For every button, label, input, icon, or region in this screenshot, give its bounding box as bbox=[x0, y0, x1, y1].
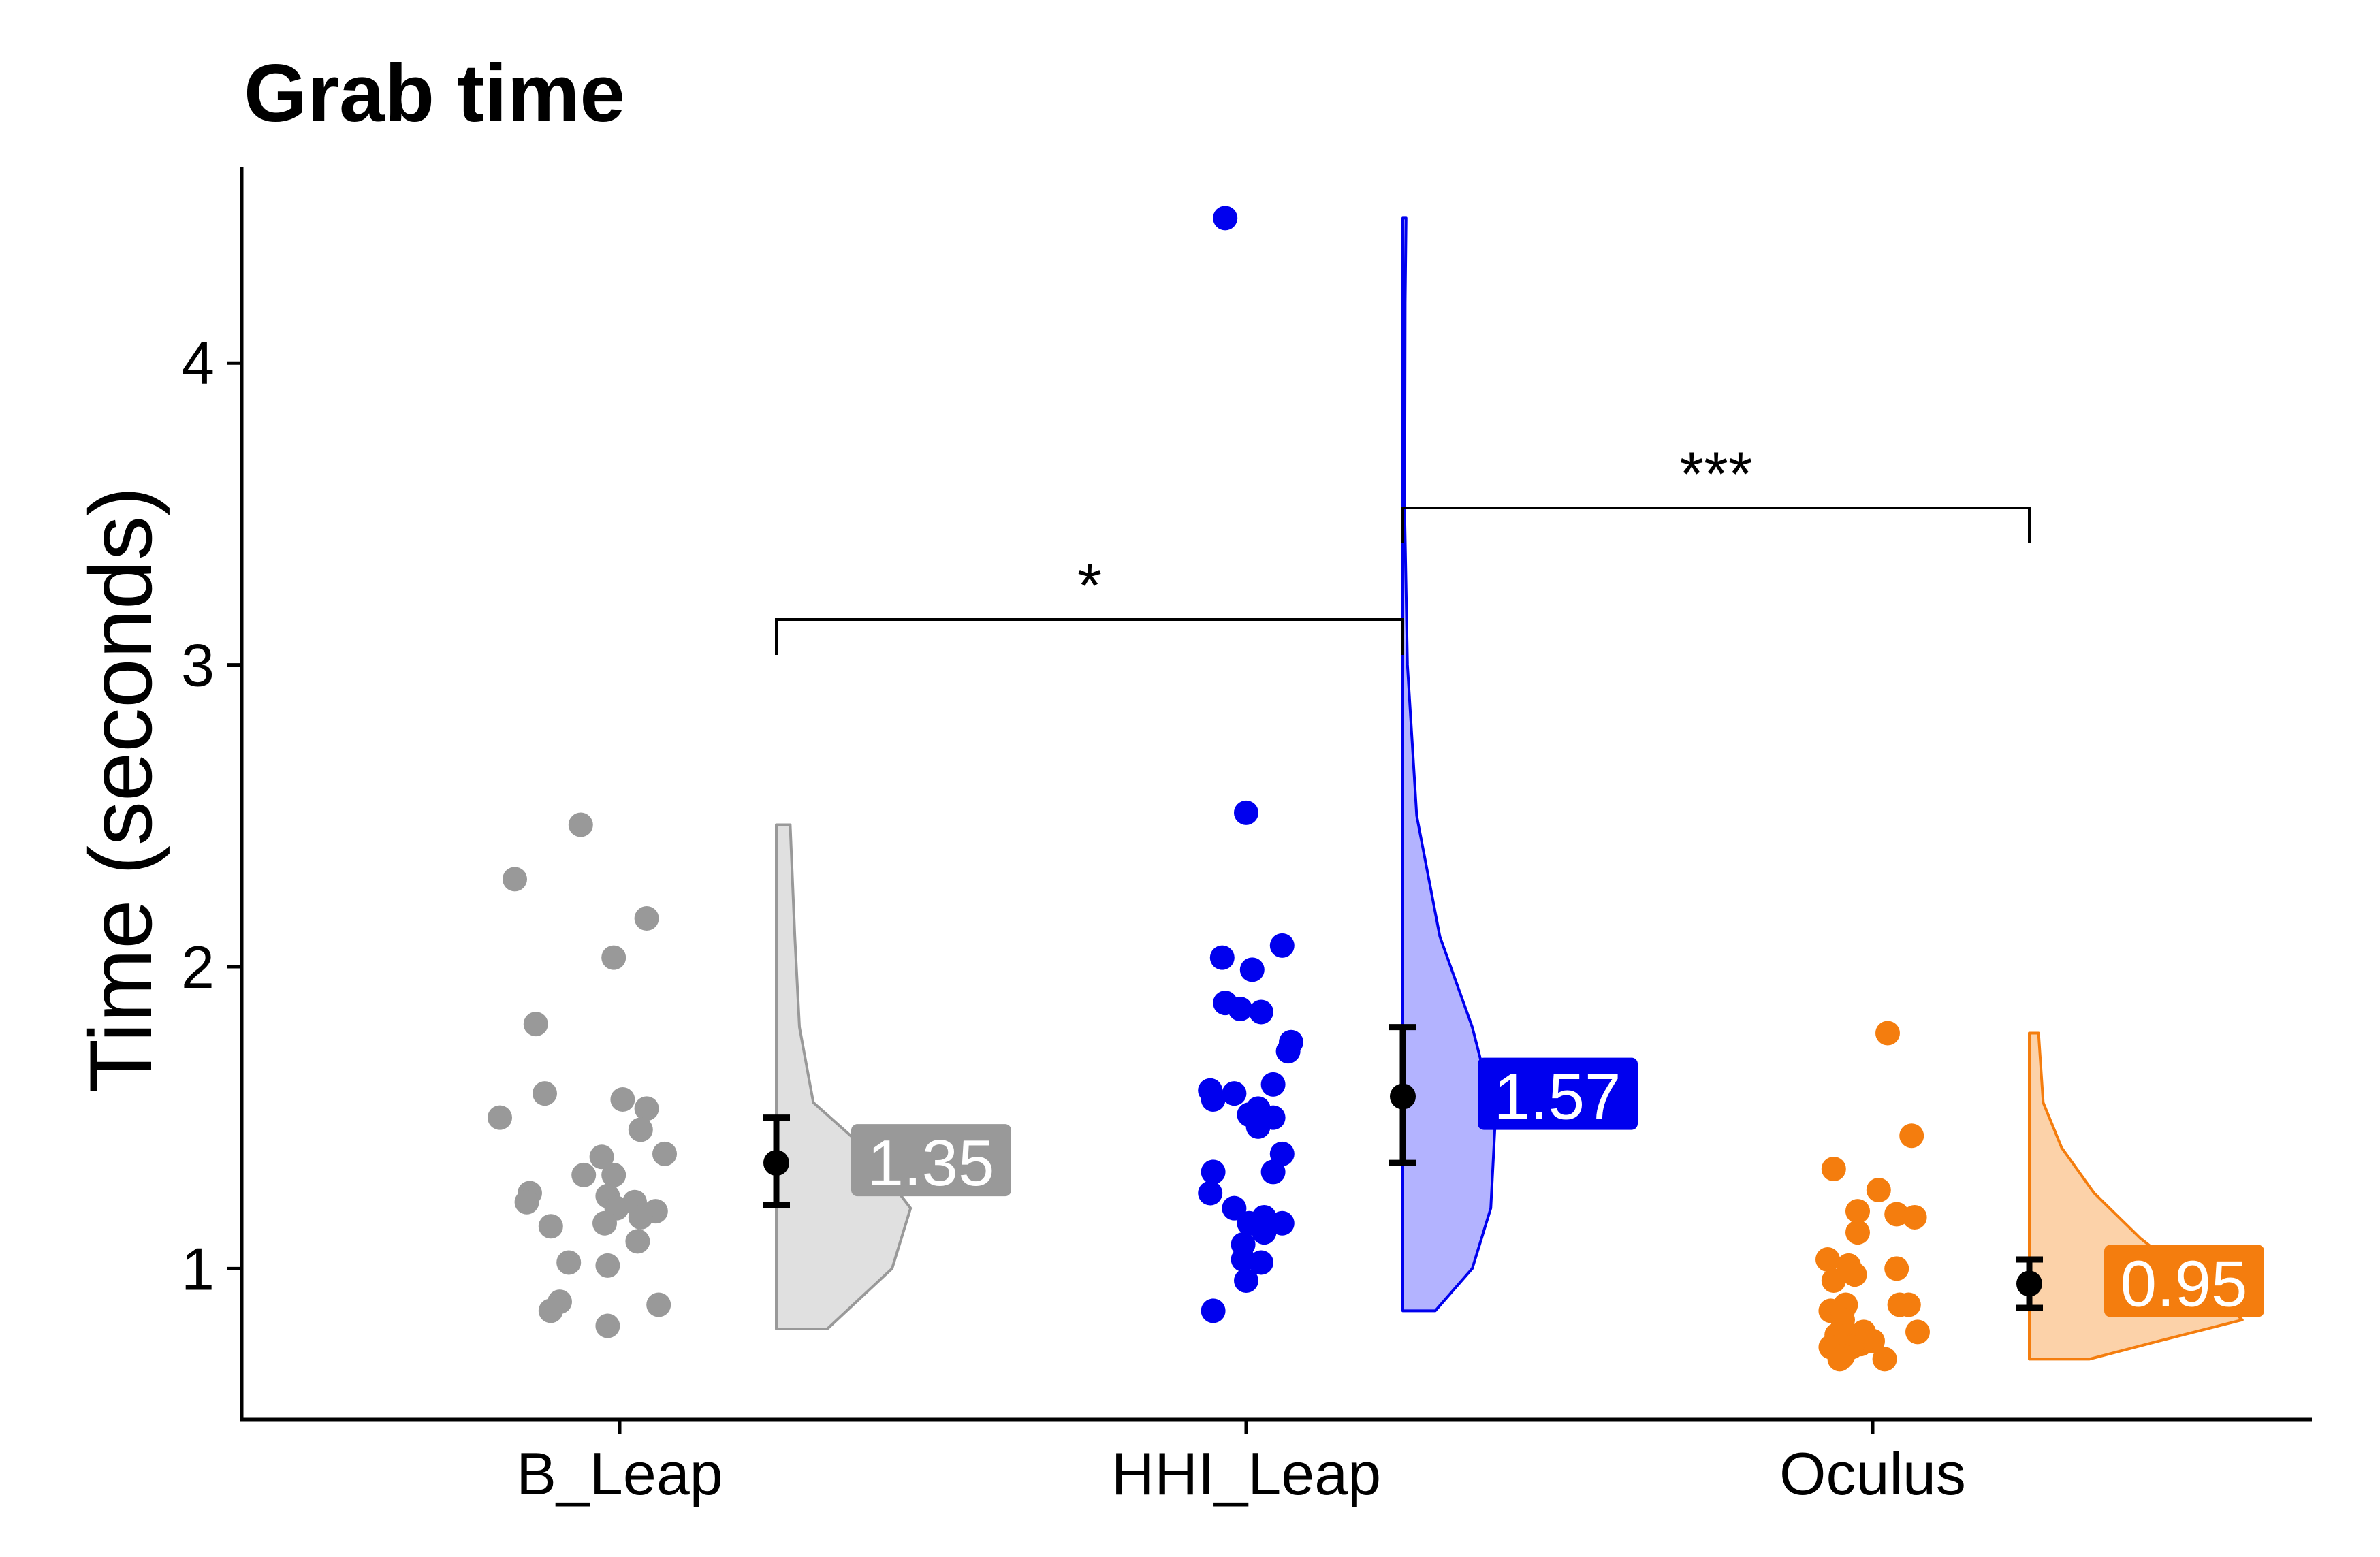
data-point bbox=[601, 945, 626, 970]
significance-bracket bbox=[775, 618, 1404, 656]
data-point bbox=[1228, 997, 1253, 1022]
data-point bbox=[1198, 1181, 1223, 1206]
data-point bbox=[1252, 1220, 1277, 1245]
data-point bbox=[1845, 1199, 1870, 1224]
data-point bbox=[634, 1096, 659, 1121]
y-axis-label: Time (seconds) bbox=[71, 487, 170, 1093]
data-point bbox=[1902, 1204, 1927, 1230]
data-point bbox=[523, 1012, 548, 1037]
mean-point bbox=[1390, 1083, 1416, 1110]
x-tick-label: HHI_Leap bbox=[1111, 1440, 1381, 1507]
y-tick-label: 1 bbox=[181, 1235, 215, 1302]
mean-markers: 1.35 1.57 0.95 bbox=[763, 1024, 2264, 1320]
data-point bbox=[1275, 1039, 1301, 1064]
data-point bbox=[628, 1204, 653, 1230]
data-point bbox=[592, 1210, 617, 1236]
mean-label-box bbox=[1478, 1057, 1638, 1130]
data-point bbox=[556, 1250, 582, 1275]
data-point bbox=[610, 1087, 635, 1112]
data-point bbox=[1222, 1195, 1247, 1221]
data-point bbox=[571, 1162, 597, 1187]
data-point bbox=[1239, 957, 1265, 982]
data-point bbox=[1827, 1347, 1852, 1372]
data-point bbox=[503, 867, 527, 892]
data-point bbox=[1815, 1247, 1840, 1272]
significance-label: * bbox=[1077, 551, 1102, 621]
data-point bbox=[634, 906, 659, 931]
data-point bbox=[1884, 1256, 1909, 1281]
density-cloud-hhi-leap bbox=[1401, 216, 1497, 1313]
data-point bbox=[628, 1117, 653, 1142]
y-tick-label: 2 bbox=[181, 933, 215, 1001]
data-point bbox=[568, 812, 593, 837]
data-point bbox=[514, 1189, 539, 1215]
data-point bbox=[533, 1081, 557, 1106]
chart-title: Grab time bbox=[244, 48, 625, 139]
data-point bbox=[1234, 1268, 1258, 1294]
data-point bbox=[1260, 1072, 1286, 1097]
significance-label: *** bbox=[1679, 440, 1752, 509]
data-point bbox=[625, 1229, 650, 1254]
data-point bbox=[1842, 1262, 1867, 1287]
data-point bbox=[1222, 1081, 1247, 1106]
data-point bbox=[1899, 1123, 1924, 1149]
y-tick-label: 4 bbox=[181, 330, 215, 397]
data-point bbox=[1245, 1114, 1271, 1139]
data-point bbox=[1887, 1292, 1912, 1317]
data-point bbox=[1821, 1157, 1846, 1181]
data-point bbox=[1905, 1319, 1930, 1345]
data-point bbox=[595, 1313, 620, 1338]
data-point bbox=[1872, 1347, 1897, 1372]
data-point bbox=[1201, 1159, 1226, 1185]
data-point bbox=[595, 1253, 620, 1278]
data-point bbox=[1269, 1141, 1295, 1166]
density-cloud-b-leap bbox=[775, 823, 913, 1330]
data-point bbox=[1260, 1159, 1286, 1185]
data-point bbox=[589, 1144, 614, 1170]
y-tick-label: 3 bbox=[181, 632, 215, 699]
axes: 1 2 3 4 B_Leap HHI_Leap Oculus bbox=[181, 167, 2312, 1507]
data-point bbox=[1845, 1220, 1870, 1245]
data-point bbox=[538, 1214, 563, 1239]
data-point bbox=[1269, 933, 1295, 958]
mean-label: 1.35 bbox=[868, 1127, 995, 1200]
data-point bbox=[1234, 800, 1258, 825]
mean-label: 1.57 bbox=[1494, 1061, 1621, 1134]
data-point bbox=[1201, 1298, 1226, 1323]
data-point bbox=[538, 1298, 563, 1323]
data-point bbox=[1821, 1268, 1846, 1294]
data-point bbox=[1249, 1250, 1273, 1275]
mean-label-box bbox=[2104, 1245, 2264, 1317]
data-point bbox=[1213, 206, 1238, 231]
x-tick-label: B_Leap bbox=[516, 1440, 723, 1507]
mean-label: 0.95 bbox=[2121, 1247, 2248, 1320]
mean-label-box bbox=[851, 1124, 1011, 1197]
data-point bbox=[488, 1105, 512, 1130]
significance-bracket bbox=[1401, 507, 2031, 544]
data-point bbox=[1875, 1021, 1900, 1046]
mean-point bbox=[2016, 1270, 2042, 1297]
data-point bbox=[1209, 945, 1235, 970]
x-tick-label: Oculus bbox=[1779, 1440, 1966, 1507]
data-point bbox=[646, 1292, 671, 1317]
data-points bbox=[488, 206, 1930, 1372]
data-point bbox=[1249, 999, 1273, 1025]
data-point bbox=[652, 1141, 677, 1166]
data-point bbox=[1201, 1087, 1226, 1112]
significance-brackets: **** bbox=[775, 440, 2031, 656]
data-point bbox=[1866, 1178, 1891, 1203]
data-point bbox=[601, 1162, 626, 1187]
mean-point bbox=[763, 1150, 789, 1176]
